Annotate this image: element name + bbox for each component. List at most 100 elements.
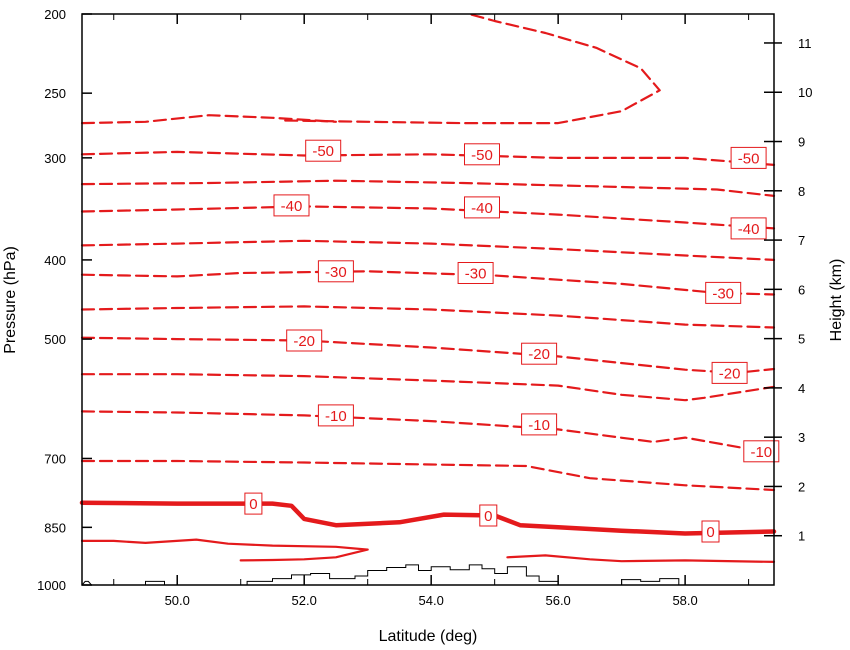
y2-tick-label: 3 [798, 430, 805, 445]
plot-frame [81, 13, 775, 586]
y2-tick-label: 4 [798, 381, 805, 396]
contour-label-box [711, 361, 748, 384]
x-tick-label: 56.0 [545, 593, 570, 608]
contour-line [506, 554, 776, 564]
contour-label-text: 0 [706, 524, 714, 541]
contour-line [80, 538, 369, 562]
contour-label: -10 [521, 413, 558, 436]
contour-label-text: -30 [325, 264, 347, 281]
contour-label-box [730, 146, 767, 169]
contour-line [80, 239, 776, 261]
contour-label-box [317, 404, 354, 427]
contour-label: -10 [317, 404, 354, 427]
contour-label: -20 [286, 329, 323, 352]
contour-line [80, 270, 776, 296]
y2-tick-label: 1 [798, 529, 805, 544]
contour-label: -30 [317, 260, 354, 283]
y-axis-height: 1 2 3 4 5 6 7 8 9 10 11 [764, 36, 812, 544]
contour-label-box [521, 413, 558, 436]
contour-label: -40 [273, 194, 310, 217]
contour-line [80, 150, 776, 166]
y2-tick-label: 9 [798, 135, 805, 150]
contour-label: -40 [730, 217, 767, 240]
contour-label-text: -40 [471, 200, 493, 217]
contour-line [80, 410, 776, 455]
contour-label-text: -20 [528, 346, 550, 363]
y2-tick-label: 11 [798, 36, 812, 51]
contour-label-text: 0 [484, 508, 492, 525]
y2-tick-label: 6 [798, 282, 805, 297]
y-axis-title-left: Pressure (hPa) [2, 246, 19, 354]
y2-tick-label: 10 [798, 85, 812, 100]
contour-label-box [521, 342, 558, 365]
contour-label-text: -50 [738, 150, 760, 167]
contour-line [80, 305, 776, 329]
contour-label: 0 [244, 492, 263, 515]
y-tick-label: 700 [44, 451, 66, 466]
y2-tick-label: 8 [798, 184, 805, 199]
y-tick-label: 500 [44, 332, 66, 347]
y-tick-label: 1000 [37, 578, 66, 593]
contour-label-text: -10 [750, 444, 772, 461]
y-tick-label: 300 [44, 151, 66, 166]
contour-line [80, 205, 776, 230]
contour-label: 0 [701, 520, 720, 543]
contour-label-box [730, 217, 767, 240]
contour-line [284, 12, 661, 125]
contour-line [80, 114, 337, 125]
x-tick-label: 50.0 [165, 593, 190, 608]
contour-line [80, 373, 776, 402]
contour-label-text: -20 [293, 333, 315, 350]
contour-label: -40 [464, 196, 500, 219]
contour-label: -50 [305, 139, 342, 162]
contour-label-text: -20 [719, 365, 741, 382]
contour-line [80, 179, 776, 197]
contour-line [80, 336, 776, 374]
contour-label: -20 [711, 361, 748, 384]
contour-label-text: -40 [281, 198, 303, 215]
y-axis-title-right: Height (km) [828, 259, 845, 342]
contour-label: 0 [479, 504, 498, 527]
terrain-layer [81, 564, 692, 586]
contour-label-box [464, 196, 500, 219]
contour-label-box [244, 492, 263, 515]
x-tick-label: 52.0 [292, 593, 317, 608]
contour-label: -50 [464, 143, 500, 166]
contour-label: -30 [705, 281, 742, 304]
x-tick-label: 58.0 [672, 593, 697, 608]
contour-label-box [273, 194, 310, 217]
contour-label-text: -30 [712, 285, 734, 302]
terrain-outline [81, 564, 692, 586]
contour-line [79, 500, 777, 536]
contour-label-box [701, 520, 720, 543]
contour-label-text: -10 [325, 408, 347, 425]
contour-label: -30 [457, 262, 494, 284]
contour-line [80, 459, 776, 492]
contour-label-box [457, 262, 494, 284]
y-tick-label: 850 [44, 520, 66, 535]
contour-label: -50 [730, 146, 767, 169]
y2-tick-label: 7 [798, 233, 805, 248]
contour-label-box [305, 139, 342, 162]
contour-label: -20 [521, 342, 558, 365]
y-tick-label: 200 [44, 7, 66, 22]
contour-label-box [464, 143, 500, 166]
x-axis-title: Latitude (deg) [379, 628, 478, 645]
y2-tick-label: 5 [798, 332, 805, 347]
contour-label-text: 0 [249, 496, 257, 513]
y-tick-label: 250 [44, 86, 66, 101]
contour-label-text: -50 [312, 143, 334, 160]
contour-label-box [705, 281, 742, 304]
x-axis: 50.0 52.0 54.0 56.0 58.0 [113, 14, 750, 608]
contour-label-box [317, 260, 354, 283]
contour-label-box [743, 440, 780, 463]
x-tick-label: 54.0 [419, 593, 444, 608]
contour-label-text: -30 [465, 266, 487, 283]
contour-layer [79, 12, 777, 564]
contour-label-text: -40 [738, 221, 760, 238]
y2-tick-label: 2 [798, 479, 805, 494]
contour-label-layer: -50 -50 -50 -40 -40 -40 -30 -30 -30 -20 -20 -20 -10 -… [244, 139, 780, 543]
contour-label-box [479, 504, 498, 527]
y-tick-label: 400 [44, 253, 66, 268]
